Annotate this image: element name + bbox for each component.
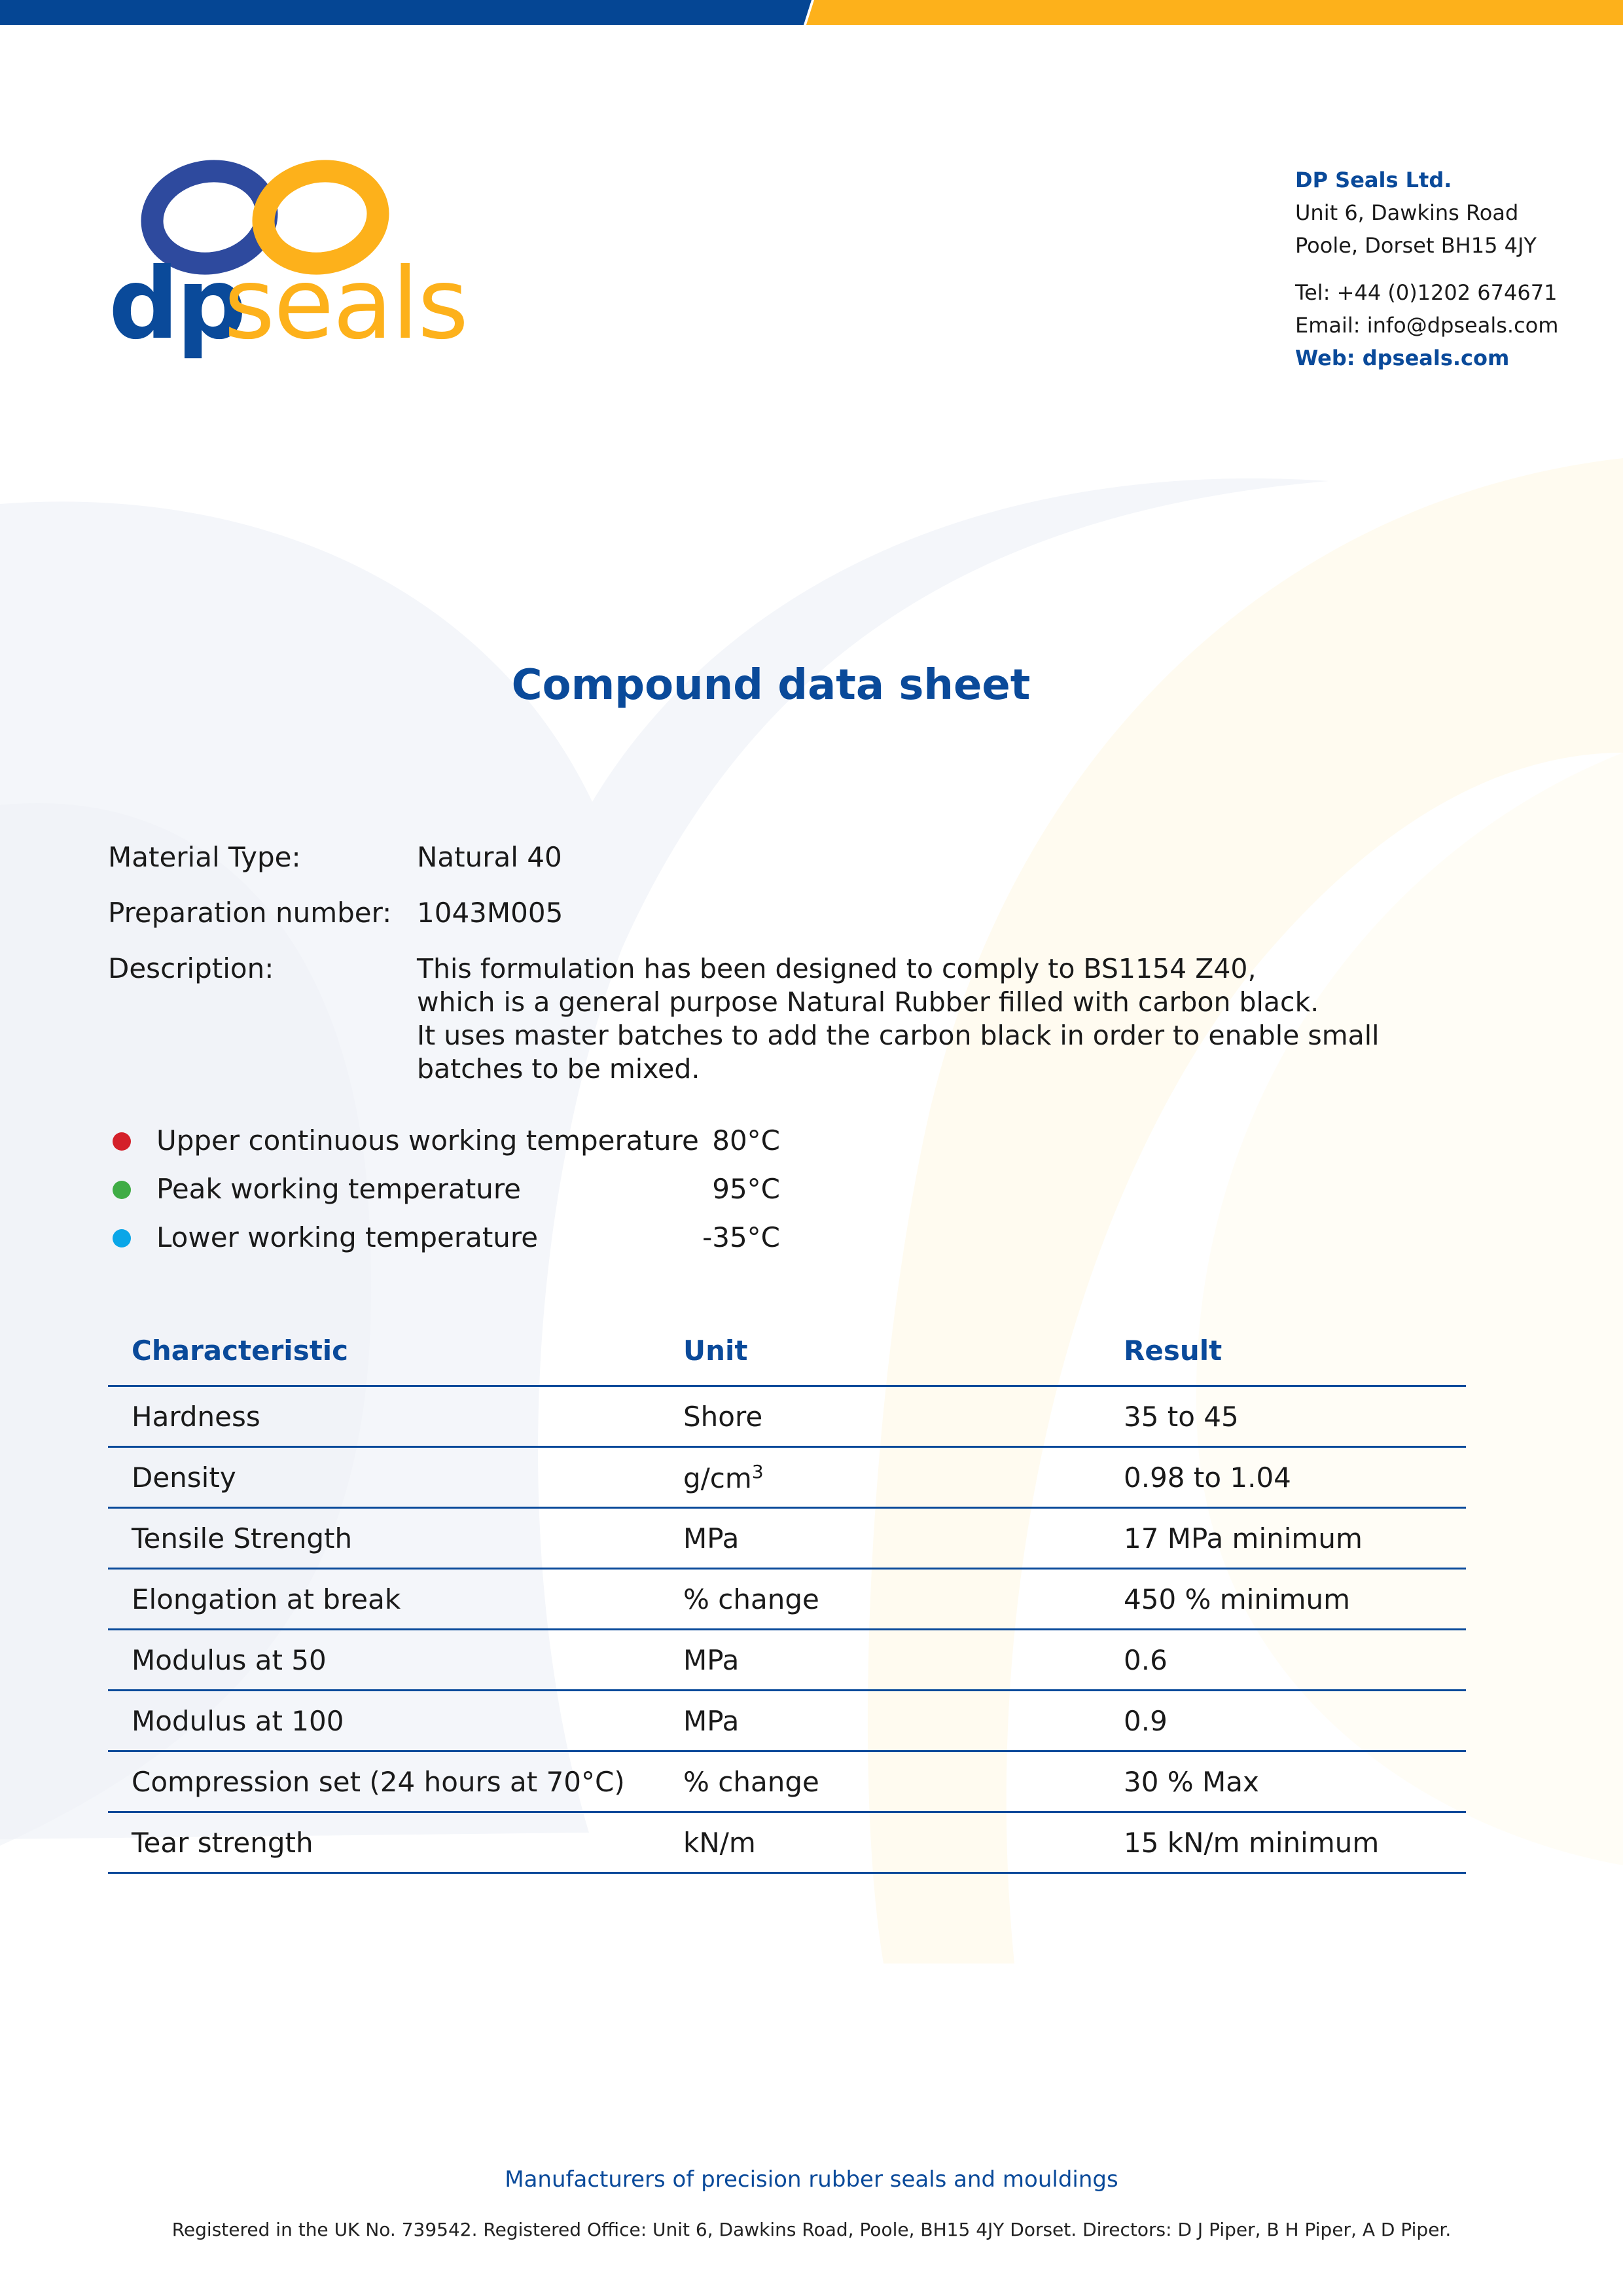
preparation-number-label: Preparation number: [108, 897, 392, 929]
temp-label: Peak working temperature [156, 1173, 522, 1205]
description-line: This formulation has been designed to co… [417, 953, 1257, 984]
cell-characteristic: Compression set (24 hours at 70°C) [108, 1751, 660, 1813]
material-type-value: Natural 40 [417, 841, 562, 873]
email: Email: info@dpseals.com [1295, 313, 1559, 338]
blue-dot-icon [113, 1229, 131, 1247]
cell-characteristic: Modulus at 100 [108, 1690, 660, 1752]
contact-block: DP Seals Ltd. Unit 6, Dawkins Road Poole… [1295, 164, 1558, 374]
temp-value: 80°C [712, 1124, 780, 1157]
table-header-row: Characteristic Unit Result [108, 1316, 1466, 1387]
red-dot-icon [113, 1132, 131, 1151]
table-row: Hardness Shore 35 to 45 [108, 1386, 1466, 1448]
logo-dp: dp [109, 247, 247, 361]
logo-seals: seals [224, 247, 469, 361]
address-line-1: Unit 6, Dawkins Road [1295, 200, 1519, 225]
table-row: Modulus at 100 MPa 0.9 [108, 1690, 1466, 1752]
top-bar-yellow [806, 0, 1623, 25]
table-row: Elongation at break% change 450 % minimum [108, 1568, 1466, 1630]
cell-unit: MPa [660, 1690, 1100, 1752]
cell-unit: MPa [660, 1629, 1100, 1691]
cell-result: 0.98 to 1.04 [1100, 1446, 1466, 1509]
company-name: DP Seals Ltd. [1295, 168, 1452, 192]
cell-unit: Shore [660, 1386, 1100, 1448]
temp-value: 95°C [712, 1173, 780, 1205]
telephone: Tel: +44 (0)1202 674671 [1295, 280, 1558, 305]
table-row: Tear strength kN/m 15 kN/m minimum [108, 1812, 1466, 1874]
cell-characteristic: Hardness [108, 1386, 660, 1448]
cell-unit: % change [660, 1568, 1100, 1630]
characteristics-table: Characteristic Unit Result Hardness Shore… [108, 1316, 1466, 1874]
table-row: Tensile Strength MPa 17 MPa minimum [108, 1507, 1466, 1570]
preparation-number-value: 1043M005 [417, 897, 563, 929]
temp-value: -35°C [702, 1221, 780, 1253]
description-label: Description: [108, 952, 274, 984]
page-title: Compound data sheet [511, 661, 1031, 709]
cell-result: 17 MPa minimum [1100, 1507, 1466, 1570]
cell-unit: MPa [660, 1507, 1100, 1570]
logo: dp seals [105, 157, 469, 367]
material-type-label: Material Type: [108, 841, 301, 873]
cell-result: 35 to 45 [1100, 1386, 1466, 1448]
cell-characteristic: Tensile Strength [108, 1507, 660, 1570]
cell-characteristic: Tear strength [108, 1812, 660, 1874]
description-text: This formulation has been designed to co… [417, 952, 1380, 1086]
description-line: batches to be mixed. [417, 1053, 700, 1085]
description-line: which is a general purpose Natural Rubbe… [417, 986, 1319, 1018]
table-row: Compression set (24 hours at 70°C)% chan… [108, 1751, 1466, 1813]
website-link[interactable]: Web: dpseals.com [1295, 346, 1510, 370]
cell-unit: kN/m [660, 1812, 1100, 1874]
cell-unit: g/cm3 [660, 1446, 1100, 1509]
address-line-2: Poole, Dorset BH15 4JY [1295, 233, 1537, 258]
header-result: Result [1100, 1316, 1466, 1387]
top-bar-blue [0, 0, 812, 25]
logo-rings-icon [141, 160, 389, 275]
table-row: Modulus at 50 MPa 0.6 [108, 1629, 1466, 1691]
header-characteristic: Characteristic [108, 1316, 660, 1387]
temp-label: Lower working temperature [156, 1221, 539, 1253]
table-row: Density g/cm3 0.98 to 1.04 [108, 1446, 1466, 1509]
temp-label: Upper continuous working temperature [156, 1124, 699, 1157]
cell-unit: % change [660, 1751, 1100, 1813]
footer-tagline: Manufacturers of precision rubber seals … [505, 2166, 1118, 2193]
cell-result: 30 % Max [1100, 1751, 1466, 1813]
cell-result: 15 kN/m minimum [1100, 1812, 1466, 1874]
cell-result: 0.6 [1100, 1629, 1466, 1691]
cell-characteristic: Density [108, 1446, 660, 1509]
unit-text: g/cm [683, 1462, 752, 1494]
green-dot-icon [113, 1181, 131, 1199]
cell-result: 450 % minimum [1100, 1568, 1466, 1630]
cell-characteristic: Elongation at break [108, 1568, 660, 1630]
header-unit: Unit [660, 1316, 1100, 1387]
cell-result: 0.9 [1100, 1690, 1466, 1752]
cell-characteristic: Modulus at 50 [108, 1629, 660, 1691]
unit-superscript: 3 [751, 1460, 764, 1482]
footer-registration: Registered in the UK No. 739542. Registe… [171, 2219, 1452, 2240]
description-line: It uses master batches to add the carbon… [417, 1020, 1380, 1051]
